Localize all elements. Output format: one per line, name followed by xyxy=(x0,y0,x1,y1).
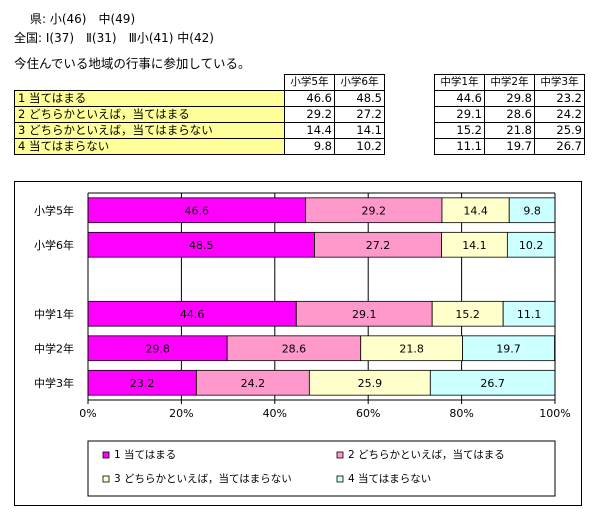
data-label: 19.7 xyxy=(496,342,521,355)
question-text: 今住んでいる地域の行事に参加している。 xyxy=(14,56,251,71)
table-row-label: 4 当てはまらない xyxy=(14,138,285,155)
bar-segment xyxy=(87,197,307,224)
data-table: 小学5年 小学6年 中学1年 中学2年 中学3年 1 当てはまる 46.6 48.5 44.6 2… xyxy=(14,74,585,155)
data-label: 15.2 xyxy=(455,308,480,321)
table-row-label: 3 どちらかといえば，当てはまらない xyxy=(14,122,285,139)
data-label: 26.7 xyxy=(480,377,505,390)
legend-label: 1 当てはまる xyxy=(114,448,176,461)
legend-label: 4 当てはまらない xyxy=(348,472,431,485)
data-label: 29.2 xyxy=(362,204,387,217)
data-label: 44.6 xyxy=(180,308,205,321)
legend-box xyxy=(87,440,556,497)
legend-swatch xyxy=(102,475,110,483)
table-row: 3 どちらかといえば，当てはまらない 14.4 14.1 15.2 21.8 25.9 xyxy=(14,122,585,139)
table-cell: 29.2 xyxy=(284,106,335,123)
data-label: 21.8 xyxy=(399,342,424,355)
data-label: 27.2 xyxy=(366,239,391,252)
table-row-label: 2 どちらかといえば，当てはまる xyxy=(14,106,285,123)
table-cell: 10.2 xyxy=(334,138,385,155)
prefecture-summary: 県: 小(46) 中(49) xyxy=(30,12,136,26)
bar-segment xyxy=(87,369,197,396)
table-cell: 26.7 xyxy=(534,138,585,155)
legend-swatch xyxy=(336,451,344,459)
chart-frame xyxy=(14,181,582,506)
plot-area xyxy=(88,193,555,400)
legend-swatch xyxy=(102,451,110,459)
bar-segment xyxy=(87,335,228,362)
category-label: 小学5年 xyxy=(34,203,74,217)
legend-label: 2 どちらかといえば，当てはまる xyxy=(348,448,505,461)
data-label: 10.2 xyxy=(519,239,544,252)
bar-segment xyxy=(226,335,362,362)
category-label: 小学6年 xyxy=(34,238,74,252)
table-cell: 48.5 xyxy=(334,90,385,107)
bar-segment xyxy=(195,369,310,396)
table-cell: 19.7 xyxy=(484,138,535,155)
national-summary: 全国: Ⅰ(37) Ⅱ(31) Ⅲ小(41) 中(42) xyxy=(14,31,214,45)
table-header-row: 小学5年 小学6年 中学1年 中学2年 中学3年 xyxy=(15,74,585,91)
data-label: 48.5 xyxy=(189,239,214,252)
table-cell: 9.8 xyxy=(284,138,335,155)
table-cell: 25.9 xyxy=(534,122,585,139)
bar-segment xyxy=(295,300,433,327)
bar-segment xyxy=(429,369,556,396)
data-label: 28.6 xyxy=(282,342,307,355)
category-label: 中学3年 xyxy=(34,376,74,390)
x-tick-label: 20% xyxy=(169,407,193,420)
data-label: 23.2 xyxy=(130,377,155,390)
table-cell: 21.8 xyxy=(484,122,535,139)
bar-segment xyxy=(308,369,431,396)
data-label: 9.8 xyxy=(523,204,541,217)
table-cell: 29.1 xyxy=(434,106,485,123)
bar-segment xyxy=(502,300,556,327)
category-label: 中学1年 xyxy=(34,307,74,321)
table-row: 4 当てはまらない 9.8 10.2 11.1 19.7 26.7 xyxy=(14,138,585,155)
data-label: 24.2 xyxy=(241,377,266,390)
data-label: 25.9 xyxy=(358,377,383,390)
data-label: 11.1 xyxy=(517,308,542,321)
x-tick-label: 100% xyxy=(539,407,570,420)
legend-label: 3 どちらかといえば，当てはまらない xyxy=(114,472,292,485)
x-tick-label: 40% xyxy=(263,407,287,420)
x-tick-label: 60% xyxy=(356,407,380,420)
bar-segment xyxy=(87,300,297,327)
table-row-label: 1 当てはまる xyxy=(14,90,285,107)
data-label: 46.6 xyxy=(185,204,210,217)
bar-segment xyxy=(506,231,556,258)
data-label: 14.4 xyxy=(463,204,488,217)
x-tick-label: 0% xyxy=(79,407,96,420)
legend-swatch xyxy=(336,475,344,483)
data-label: 14.1 xyxy=(462,239,487,252)
table-cell: 11.1 xyxy=(434,138,485,155)
x-tick-label: 80% xyxy=(449,407,473,420)
data-label: 29.1 xyxy=(352,308,377,321)
bar-segment xyxy=(462,335,555,362)
data-label: 29.8 xyxy=(145,342,170,355)
category-label: 中学2年 xyxy=(34,341,74,355)
table-cell: 14.4 xyxy=(284,122,335,139)
